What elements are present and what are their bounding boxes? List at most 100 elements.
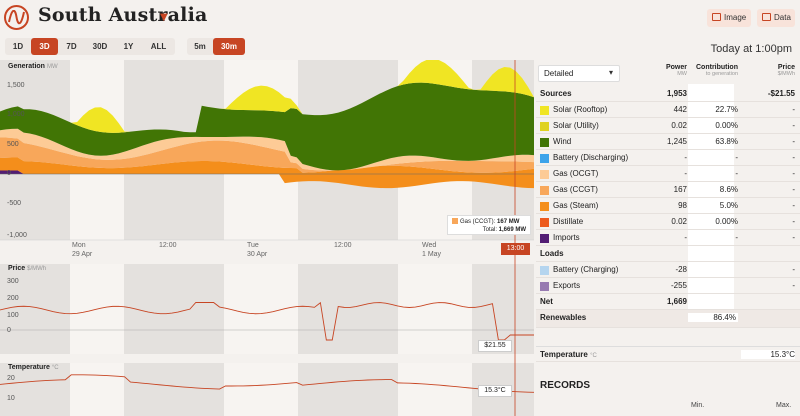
y-tick: 500 [7,141,19,148]
tab-range-3d[interactable]: 3D [31,38,58,55]
range-tabs: 1D 3D 7D 30D 1Y ALL [5,38,175,55]
source-power: 1,245 [666,137,687,146]
source-price: - [792,137,795,146]
source-name: Gas (CCGT) [553,185,598,194]
net-row: Net 1,669 [536,294,800,310]
y-tick: 100 [7,312,19,319]
loads-label: Loads [540,249,564,258]
tab-range-1y[interactable]: 1Y [123,42,134,51]
source-power: 0.02 [671,121,687,130]
chevron-down-icon[interactable]: ▼ [160,12,168,23]
y-tick: 1,500 [7,82,25,89]
table-row[interactable]: Gas (CCGT) 167 8.6% - [536,182,800,198]
temperature-label: Temperature °C [540,350,597,359]
image-button[interactable]: Image [707,9,751,27]
load-price: - [792,281,795,290]
y-tick: 300 [7,278,19,285]
contribution-column-bg [688,84,734,322]
sources-price: -$21.55 [767,89,795,98]
interval-tabs: 5m 30m [187,38,245,55]
table-row[interactable]: Solar (Utility) 0.02 0.00% - [536,118,800,134]
tab-range-1d[interactable]: 1D [12,42,24,51]
region-title[interactable]: South Australia [38,4,208,26]
load-power: -255 [670,281,687,290]
y-tick: 1,000 [7,111,25,118]
sources-row: Sources 1,953 -$21.55 [536,86,800,102]
x-tick: Wed 1 May [422,242,442,258]
source-contribution: 0.00% [715,217,738,226]
tab-range-all[interactable]: ALL [150,42,167,51]
table-row[interactable]: Solar (Rooftop) 442 22.7% - [536,102,800,118]
load-name: Exports [553,281,581,290]
source-price: - [792,185,795,194]
temperature-line [0,374,535,393]
view-select[interactable]: Detailed ▾ [538,65,620,82]
table-header: Detailed ▾ Power MW Contribution to generat… [536,62,800,86]
exports-area [0,174,534,189]
net-power: 1,669 [666,297,687,306]
net-label: Net [540,297,553,306]
tab-range-7d[interactable]: 7D [66,42,77,51]
chart-tooltip: Gas (CCGT): 167 MW Total: 1,669 MW [447,215,531,235]
source-name: Battery (Discharging) [553,153,629,162]
tab-range-30d[interactable]: 30D [92,42,108,51]
app-logo-icon[interactable] [4,5,29,30]
y-tick: 10 [7,395,15,402]
source-contribution: 5.0% [719,201,738,210]
swatch [540,234,549,243]
current-time: Today at 1:00pm [710,43,792,55]
source-price: - [792,153,795,162]
table-row[interactable]: Battery (Charging) -28 - [536,262,800,278]
swatch [540,106,549,115]
tab-interval-5m[interactable]: 5m [194,42,206,51]
col-power-header: Power MW [665,64,687,77]
x-tick: 12:00 [334,242,352,249]
image-button-label: Image [724,13,747,22]
table-icon [762,13,771,21]
generation-chart[interactable] [0,58,535,416]
header: South Australia ▼ Image Data [0,0,800,36]
source-contribution: - [735,153,738,162]
load-power: -28 [675,265,687,274]
chart-area[interactable]: Generation MW 1,500 1,000 500 0 -500 -1,0… [0,58,535,416]
sources-label: Sources [540,89,572,98]
source-contribution: 63.8% [715,137,738,146]
loads-row: Loads [536,246,800,262]
gas-ccgt-area [0,137,534,173]
table-row[interactable]: Gas (OCGT) - - - [536,166,800,182]
y-tick: 0 [7,327,11,334]
x-tick: Mon 29 Apr [72,242,93,258]
swatch [540,218,549,227]
table-row[interactable]: Wind 1,245 63.8% - [536,134,800,150]
price-value-badge: $21.55 [478,340,512,352]
source-power: - [684,233,687,242]
tab-interval-30m[interactable]: 30m [213,38,245,55]
swatch [540,282,549,291]
source-price: - [792,233,795,242]
swatch [540,122,549,131]
swatch [452,218,458,224]
table-row[interactable]: Battery (Discharging) - - - [536,150,800,166]
temperature-value: 15.3°C [741,350,795,359]
price-line [0,301,534,341]
load-name: Battery (Charging) [553,265,619,274]
x-tick: 12:00 [159,242,177,249]
swatch [540,138,549,147]
generation-label: Generation MW [8,63,58,70]
y-tick: 200 [7,295,19,302]
table-row[interactable]: Gas (Steam) 98 5.0% - [536,198,800,214]
data-button[interactable]: Data [757,9,795,27]
source-name: Imports [553,233,580,242]
source-power: 442 [673,105,687,114]
source-power: 0.02 [671,217,687,226]
records-max-header: Max. [776,402,792,409]
table-row[interactable]: Exports -255 - [536,278,800,294]
source-price: - [792,201,795,210]
table-row[interactable]: Imports - - - [536,230,800,246]
generation-areas [0,58,534,189]
source-contribution: 22.7% [715,105,738,114]
col-contribution-header: Contribution to generation [696,64,738,77]
table-row[interactable]: Distillate 0.02 0.00% - [536,214,800,230]
source-name: Solar (Utility) [553,121,599,130]
